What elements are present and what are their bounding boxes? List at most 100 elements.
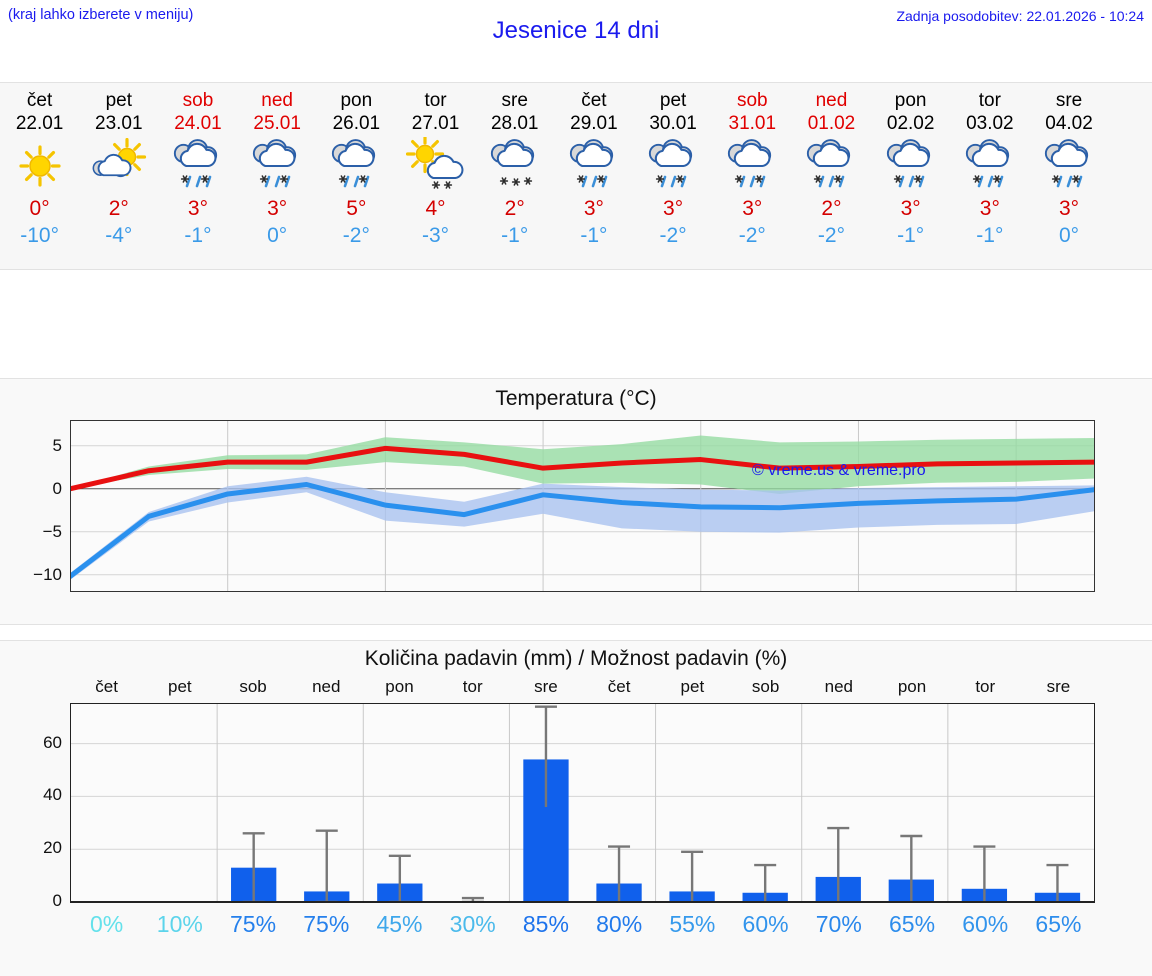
- day-date: 31.01: [728, 113, 777, 134]
- temp-min: -2°: [659, 224, 687, 247]
- cloud-snow-icon: [485, 137, 545, 195]
- last-updated-text: Zadnja posodobitev: 22.01.2026 - 10:24: [896, 8, 1144, 24]
- temp-max: 2°: [504, 197, 525, 220]
- cloud-rain-snow-icon: [247, 137, 307, 195]
- precipitation-plot-svg: [71, 704, 1094, 904]
- cloud-rain-snow-icon: [801, 137, 861, 195]
- precipitation-y-tick: 20: [43, 838, 62, 858]
- day-forecast-cell[interactable]: sob 24.01 3° -1°: [158, 83, 237, 269]
- cloud-rain-snow-icon: [168, 137, 228, 195]
- cloud-rain-snow-icon: [326, 137, 386, 195]
- temp-min: -3°: [421, 224, 450, 247]
- temp-min: -1°: [580, 224, 608, 247]
- temp-min: -1°: [976, 224, 1004, 247]
- day-name: pon: [340, 90, 373, 111]
- day-date: 04.02: [1045, 113, 1093, 134]
- day-forecast-cell[interactable]: tor 27.01 4° -3°: [396, 83, 475, 269]
- temperature-plot-svg: [67, 420, 1098, 592]
- temperature-chart-title: Temperatura (°C): [495, 387, 657, 410]
- day-name: ned: [815, 90, 848, 111]
- day-name: sob: [736, 90, 768, 111]
- temp-min: -2°: [817, 224, 845, 247]
- day-name: tor: [424, 90, 447, 111]
- precipitation-probability-label: 75%: [303, 911, 350, 937]
- precipitation-day-label: sob: [751, 677, 780, 696]
- precipitation-y-tick: 40: [43, 785, 62, 805]
- day-forecast-cell[interactable]: ned 25.01 3° 0°: [238, 83, 317, 269]
- day-date: 26.01: [332, 113, 381, 134]
- cloud-rain-snow-icon: [1039, 137, 1099, 195]
- temperature-chart: Temperatura (°C) 5 0 −5 −10: [0, 378, 1152, 625]
- precipitation-day-label: sre: [1046, 677, 1071, 696]
- day-forecast-cell[interactable]: pet 23.01 2° -4°: [79, 83, 158, 269]
- precipitation-probability-label: 55%: [669, 911, 716, 937]
- precipitation-day-label: sre: [534, 677, 558, 696]
- precipitation-day-label: pet: [680, 677, 705, 696]
- temp-min: -4°: [105, 224, 133, 247]
- precipitation-plot-area: [70, 703, 1095, 904]
- temperature-y-tick: 0: [52, 478, 62, 498]
- day-forecast-cell[interactable]: pon 02.02 3° -1°: [871, 83, 950, 269]
- day-forecast-cell[interactable]: sre 04.02 3° 0°: [1029, 83, 1108, 269]
- sun-cloud-snow-icon: [405, 137, 466, 195]
- temperature-plot-area: [67, 420, 1098, 592]
- day-name: sre: [1055, 90, 1083, 111]
- day-name: pon: [894, 90, 927, 111]
- temp-min: -10°: [20, 224, 59, 247]
- day-forecast-cell[interactable]: čet 22.01 0° -10°: [0, 83, 79, 269]
- day-forecast-cell[interactable]: pon 26.01 5° -2°: [317, 83, 396, 269]
- precipitation-probability-label: 0%: [89, 911, 124, 937]
- day-date: 30.01: [649, 113, 697, 134]
- day-date: 27.01: [411, 113, 460, 134]
- precipitation-probability-label: 65%: [1035, 911, 1082, 937]
- day-forecast-cell[interactable]: tor 03.02 3° -1°: [950, 83, 1029, 269]
- day-forecast-cell[interactable]: sob 31.01 3° -2°: [713, 83, 792, 269]
- day-name: ned: [261, 90, 293, 111]
- temp-max: 5°: [346, 197, 367, 220]
- day-name: sob: [182, 90, 214, 111]
- day-forecast-cell[interactable]: sre 28.01 2° -1°: [475, 83, 554, 269]
- precipitation-day-label: pon: [897, 677, 927, 696]
- temp-min: -1°: [184, 224, 212, 247]
- temp-min: -2°: [738, 224, 766, 247]
- day-forecast-cell[interactable]: čet 29.01 3° -1°: [554, 83, 633, 269]
- precipitation-y-axis: 0 20 40 60: [0, 703, 62, 910]
- precipitation-day-label: pet: [168, 677, 192, 696]
- temp-min: 0°: [1058, 224, 1080, 247]
- precipitation-probability-label: 60%: [742, 911, 789, 937]
- precipitation-day-label: pon: [385, 677, 414, 696]
- precipitation-day-label: ned: [312, 677, 341, 696]
- day-date: 25.01: [253, 113, 301, 134]
- precipitation-y-tick: 0: [52, 891, 62, 910]
- precipitation-probability-label: 75%: [230, 911, 277, 937]
- precipitation-probability-label: 30%: [449, 911, 496, 937]
- precipitation-day-label: ned: [824, 677, 853, 696]
- precipitation-probability-label: 45%: [376, 911, 423, 937]
- temp-min: 0°: [267, 224, 288, 247]
- temp-max: 3°: [187, 197, 208, 220]
- day-name: pet: [105, 90, 132, 111]
- day-forecast-cell[interactable]: ned 01.02 2° -2°: [792, 83, 871, 269]
- cloud-rain-snow-icon: [881, 137, 941, 195]
- precipitation-day-label: čet: [607, 677, 631, 696]
- day-date: 24.01: [174, 113, 222, 134]
- temperature-y-tick: 5: [52, 435, 62, 455]
- copyright-text: © vreme.us & vreme.pro: [752, 462, 926, 479]
- temp-max: 2°: [108, 197, 129, 220]
- cloud-rain-snow-icon: [564, 137, 624, 195]
- day-forecast-cell[interactable]: pet 30.01 3° -2°: [634, 83, 713, 269]
- temp-max: 3°: [979, 197, 1000, 220]
- temperature-y-tick: −5: [42, 521, 62, 541]
- temp-max: 3°: [742, 197, 763, 220]
- day-date: 23.01: [95, 113, 143, 134]
- day-name: sre: [501, 90, 528, 111]
- precipitation-day-label: sob: [239, 677, 267, 696]
- sun-icon: [12, 137, 68, 195]
- precipitation-probability-label: 70%: [815, 911, 862, 937]
- day-name: čet: [26, 90, 53, 111]
- temperature-y-tick: −10: [33, 564, 62, 584]
- day-date: 22.01: [15, 113, 64, 134]
- day-date: 29.01: [570, 113, 618, 134]
- temp-max: 2°: [821, 197, 842, 220]
- day-date: 01.02: [807, 113, 856, 134]
